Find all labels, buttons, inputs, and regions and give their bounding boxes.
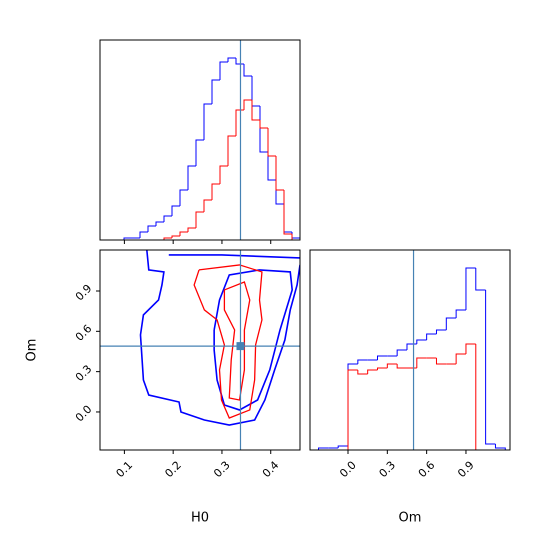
hist-step bbox=[347, 363, 358, 446]
x-tick-label: 0.3 bbox=[211, 459, 233, 481]
hist-step bbox=[179, 189, 188, 206]
panel bbox=[100, 250, 300, 450]
hist-step bbox=[475, 268, 486, 291]
hist-step bbox=[163, 237, 172, 240]
hist-step bbox=[171, 235, 180, 238]
hist-step bbox=[416, 339, 427, 344]
hist-step bbox=[445, 317, 457, 330]
hist-step bbox=[259, 120, 268, 129]
x-tick-label: 0.9 bbox=[455, 459, 477, 481]
hist-step bbox=[465, 267, 476, 310]
hist-step bbox=[475, 344, 486, 450]
hist-step bbox=[171, 205, 180, 216]
contour-line bbox=[139, 250, 300, 426]
x-tick-label: 0.6 bbox=[416, 459, 438, 481]
y-tick-label: 0.3 bbox=[73, 362, 95, 384]
truth-marker bbox=[236, 342, 245, 351]
hist-step bbox=[396, 349, 407, 356]
x-axis-label: H0 bbox=[191, 511, 209, 526]
hist-step bbox=[455, 353, 466, 364]
hist-step bbox=[243, 99, 252, 110]
hist-step bbox=[283, 204, 292, 233]
hist-step bbox=[219, 165, 228, 184]
y-tick-label: 0.9 bbox=[73, 282, 95, 304]
hist-step bbox=[195, 139, 204, 166]
y-axis-label: Om bbox=[25, 339, 40, 362]
hist-step bbox=[155, 221, 164, 226]
hist-step bbox=[416, 357, 427, 368]
hist-step bbox=[485, 290, 496, 445]
panel-frame bbox=[99, 39, 301, 241]
x-tick-label: 0.0 bbox=[337, 459, 359, 481]
hist-step bbox=[251, 100, 260, 121]
hist-step bbox=[291, 232, 300, 240]
y-tick-label: 0.6 bbox=[73, 322, 95, 344]
hist-step bbox=[243, 64, 252, 77]
hist-step bbox=[376, 367, 388, 370]
panel-frame bbox=[99, 249, 301, 451]
x-tick-label: 0.1 bbox=[114, 459, 136, 481]
panel bbox=[100, 40, 300, 240]
hist-step bbox=[227, 135, 236, 166]
hist-step bbox=[123, 237, 132, 240]
hist-step bbox=[195, 211, 204, 228]
hist-step bbox=[203, 103, 212, 140]
panel bbox=[318, 250, 506, 450]
hist-step bbox=[139, 231, 148, 238]
hist-step bbox=[435, 329, 447, 334]
hist-step bbox=[406, 343, 417, 350]
contour-line bbox=[168, 254, 300, 259]
hist-step bbox=[435, 358, 447, 365]
hist-step bbox=[337, 445, 349, 448]
hist-step bbox=[259, 106, 268, 153]
hist-step bbox=[163, 215, 172, 222]
hist-step bbox=[465, 343, 476, 354]
hist-step bbox=[494, 444, 506, 450]
y-tick-label: 0.0 bbox=[73, 403, 95, 425]
hist-step bbox=[227, 57, 236, 62]
hist-step bbox=[291, 234, 300, 240]
contour-line bbox=[193, 264, 263, 419]
x-tick-label: 0.3 bbox=[377, 459, 399, 481]
hist-step bbox=[235, 58, 244, 65]
hist-step bbox=[211, 183, 220, 200]
x-axis-label: Om bbox=[399, 511, 422, 526]
hist-step bbox=[386, 363, 398, 368]
hist-step bbox=[147, 225, 156, 232]
hist-step bbox=[275, 156, 284, 191]
x-tick-label: 0.4 bbox=[260, 459, 282, 481]
hist-step bbox=[283, 190, 292, 235]
x-tick-label: 0.2 bbox=[162, 459, 184, 481]
hist-step bbox=[267, 128, 276, 157]
hist-step bbox=[396, 364, 407, 369]
hist-step bbox=[376, 355, 388, 360]
hist-step bbox=[203, 199, 212, 212]
hist-step bbox=[275, 180, 284, 205]
hist-step bbox=[235, 109, 244, 136]
hist-step bbox=[367, 369, 378, 374]
hist-step bbox=[187, 165, 196, 190]
hist-step bbox=[179, 231, 188, 236]
hist-step bbox=[426, 333, 437, 340]
hist-step bbox=[347, 369, 358, 450]
hist-step bbox=[211, 79, 220, 104]
hist-step bbox=[187, 227, 196, 232]
hist-step bbox=[251, 76, 260, 107]
panel-frame bbox=[309, 249, 511, 451]
hist-step bbox=[357, 370, 368, 375]
hist-step bbox=[357, 359, 368, 364]
contour-line bbox=[213, 269, 294, 411]
hist-step bbox=[455, 309, 466, 318]
contour-line bbox=[223, 281, 251, 401]
hist-step bbox=[219, 61, 228, 80]
hist-step bbox=[267, 152, 276, 181]
hist-step bbox=[318, 447, 329, 450]
